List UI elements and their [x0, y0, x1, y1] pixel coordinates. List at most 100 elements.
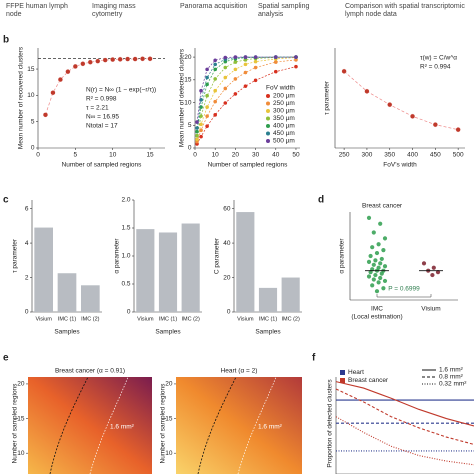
- data-point: [102, 57, 108, 63]
- data-point: [223, 65, 228, 70]
- legend-swatch: [266, 139, 270, 143]
- panel-label: d: [318, 195, 324, 206]
- contour: [237, 376, 277, 474]
- header-step: FFPE human lymph node: [6, 3, 68, 18]
- y-axis-label: Number of sampled regions: [160, 383, 167, 464]
- header-step: Imaging mass cytometry: [92, 3, 136, 18]
- bar: [81, 285, 100, 312]
- contour: [197, 376, 237, 474]
- series-line: [196, 66, 297, 145]
- y-tick-label: 5: [31, 118, 35, 125]
- data-point: [253, 78, 258, 83]
- data-point: [374, 250, 380, 256]
- data-point: [373, 258, 378, 263]
- y-tick-label: 15: [165, 415, 173, 422]
- panel-label: c: [3, 195, 9, 206]
- series-line: [196, 56, 296, 132]
- x-tick-label: 250: [339, 152, 350, 159]
- bar: [236, 212, 255, 312]
- data-point: [233, 77, 238, 81]
- data-point: [455, 127, 461, 133]
- panel-label: b: [3, 35, 9, 46]
- y-tick-label: 6: [25, 205, 29, 212]
- data-point: [117, 56, 123, 62]
- data-point: [195, 120, 199, 124]
- bar: [158, 232, 178, 312]
- data-point: [199, 88, 203, 93]
- y-tick-label: 60: [223, 205, 231, 212]
- header-step: Comparison with spatial transcriptomic l…: [345, 3, 465, 18]
- chart-title: Heart (α = 2): [221, 368, 258, 375]
- data-point: [243, 84, 248, 88]
- data-point: [382, 264, 388, 269]
- data-point: [253, 55, 258, 59]
- data-point: [233, 60, 238, 64]
- x-tick-label: 450: [430, 152, 441, 159]
- annotation: R² = 0.998: [86, 96, 117, 103]
- data-point: [243, 55, 248, 59]
- series-line: [196, 56, 296, 129]
- data-point: [80, 61, 86, 67]
- data-point: [432, 122, 438, 128]
- data-point: [57, 76, 64, 83]
- y-tick-label: 0.5: [121, 281, 130, 288]
- data-point: [371, 277, 376, 282]
- y-tick-label: 5: [188, 122, 192, 129]
- data-point: [364, 88, 370, 94]
- data-point: [233, 67, 238, 72]
- annotation: R² = 0.994: [420, 64, 451, 71]
- x-tick-label: 20: [232, 152, 240, 159]
- y-tick-label: 10: [17, 450, 25, 457]
- data-point: [205, 124, 209, 128]
- data-point: [125, 56, 131, 62]
- data-point: [382, 236, 388, 241]
- data-point: [205, 93, 209, 98]
- legend-swatch: [266, 94, 270, 98]
- data-point: [409, 113, 416, 119]
- x-tick-label: Visium: [237, 316, 254, 322]
- x-tick-label: 30: [252, 152, 260, 159]
- data-point: [374, 289, 380, 294]
- x-tick-label: 40: [272, 152, 280, 159]
- data-point: [294, 55, 298, 59]
- x-axis-label: Number of sampled regions: [208, 162, 289, 169]
- y-tick-label: 1.5: [121, 225, 130, 232]
- y-axis-label: τ parameter: [12, 238, 19, 273]
- data-point: [223, 101, 228, 105]
- data-point: [213, 58, 217, 63]
- legend-swatch: [266, 116, 270, 121]
- data-point: [42, 112, 49, 118]
- y-tick-label: 10: [184, 99, 192, 106]
- y-tick-label: 15: [17, 415, 25, 422]
- y-axis-label: α parameter: [339, 238, 346, 274]
- data-point: [199, 114, 203, 118]
- x-tick-label: 15: [146, 152, 154, 159]
- y-tick-label: 15: [184, 77, 192, 84]
- data-point: [387, 102, 393, 108]
- data-point: [341, 68, 347, 74]
- x-tick-label: 300: [362, 152, 373, 159]
- legend-swatch: [266, 101, 270, 106]
- data-point: [435, 270, 441, 275]
- data-point: [370, 245, 375, 250]
- x-axis-label: Number of sampled regions: [62, 162, 143, 169]
- panel-label: f: [312, 353, 316, 364]
- x-tick-label: Visium: [137, 316, 154, 322]
- y-axis-label: α parameter: [114, 238, 121, 274]
- data-point: [382, 278, 388, 284]
- x-tick-label: IMC (1): [58, 316, 77, 322]
- data-point: [273, 60, 278, 64]
- annotation: τ(w) = C/w^α: [420, 55, 457, 62]
- legend-label: Heart: [348, 369, 364, 376]
- data-point: [50, 90, 56, 96]
- data-point: [87, 59, 93, 65]
- data-point: [243, 70, 248, 75]
- data-point: [205, 82, 209, 87]
- legend-label: 400 µm: [273, 123, 295, 130]
- x-axis-label: Samples: [54, 329, 80, 336]
- series-line: [335, 381, 474, 427]
- data-point: [72, 63, 78, 70]
- x-tick-label: 10: [212, 152, 220, 159]
- data-point: [199, 134, 203, 139]
- data-point: [195, 126, 199, 130]
